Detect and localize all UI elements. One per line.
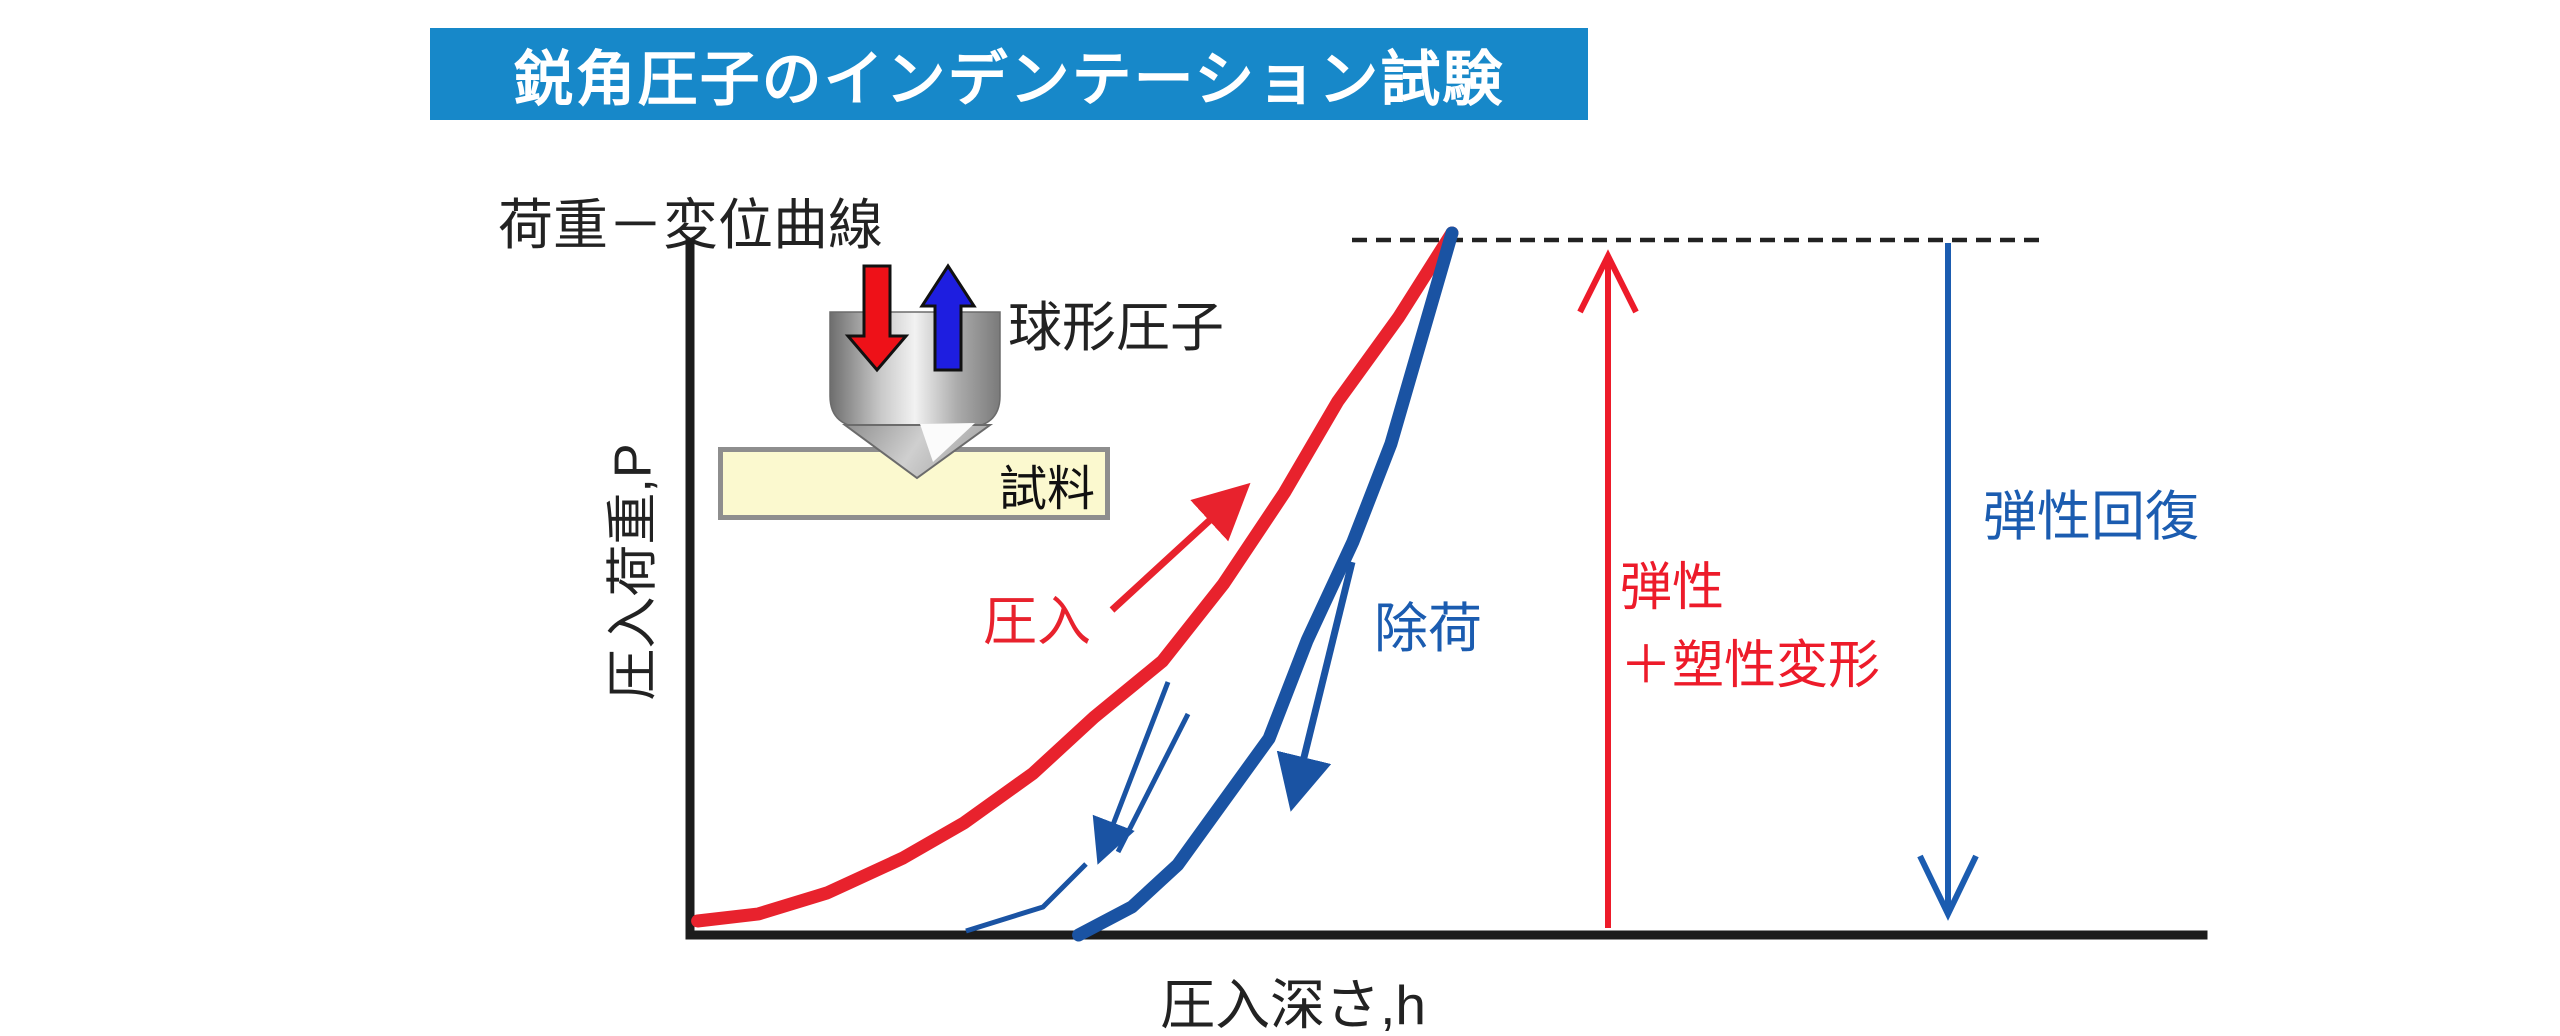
unloading-direction-arrow-small <box>1092 681 1171 865</box>
x-y-axes <box>685 238 2208 940</box>
page-title: 鋭角圧子のインデンテーション試験 <box>513 45 1505 113</box>
press-down-arrow-icon <box>844 264 910 373</box>
elastic-plastic-label-line1: 弾性 <box>1620 559 1725 617</box>
unloading-curve <box>1072 226 1459 942</box>
elastic-recovery-label: 弾性回復 <box>1983 487 2199 547</box>
elastic-plastic-arrow-head <box>1577 249 1639 314</box>
unloading-label: 除荷 <box>1374 599 1482 659</box>
unloading-curve-thin-tail <box>965 862 1088 934</box>
title-banner: 鋭角圧子のインデンテーション試験 <box>430 28 1588 120</box>
unloading-direction-arrow-small-line2 <box>1115 712 1191 854</box>
elastic-recovery-arrow-head <box>1917 854 1979 921</box>
unloading-direction-arrow <box>1276 561 1356 812</box>
indenter-tip <box>841 424 994 480</box>
x-axis-label: 圧入深さ,h <box>1160 974 1426 1036</box>
loading-label: 圧入 <box>983 592 1091 652</box>
sample-label: 試料 <box>998 462 1095 516</box>
indenter-body <box>829 311 1001 429</box>
loading-direction-arrow <box>1109 482 1251 613</box>
indenter-tip-highlight <box>920 423 975 462</box>
elastic-plastic-label-line2: ＋塑性変形 <box>1620 637 1881 695</box>
loading-curve <box>691 226 1459 928</box>
elastic-plastic-label: 弾性 ＋塑性変形 <box>1620 549 1880 705</box>
withdraw-up-arrow-icon <box>919 263 977 372</box>
y-axis-label: 圧入荷重,P <box>604 443 663 701</box>
indenter-label: 球形圧子 <box>1008 298 1224 358</box>
